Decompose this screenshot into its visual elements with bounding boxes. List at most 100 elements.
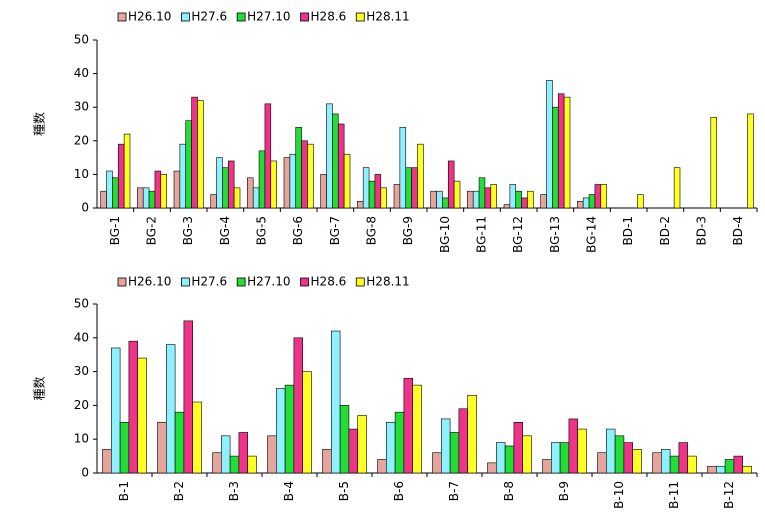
bar	[229, 455, 240, 474]
bar	[411, 167, 418, 209]
bar	[332, 113, 339, 209]
bar	[111, 347, 121, 474]
bar	[393, 184, 401, 209]
bar	[362, 167, 370, 209]
x-tick-label: BG-10	[438, 216, 452, 253]
bar	[487, 462, 497, 474]
bar	[707, 465, 717, 474]
x-tick-label: B-3	[227, 481, 241, 501]
y-tick-label: 20	[74, 133, 89, 147]
bar	[484, 187, 492, 209]
legend-label: H28.6	[311, 275, 347, 289]
x-tick-label: B-7	[447, 481, 461, 501]
bar	[210, 194, 217, 209]
legend-label: H28.6	[311, 10, 347, 24]
bar	[430, 190, 437, 209]
y-tick-label: 30	[74, 100, 89, 114]
bar	[212, 452, 222, 474]
bar	[678, 442, 689, 474]
bar	[183, 320, 193, 474]
bar	[137, 357, 147, 474]
bar	[264, 103, 272, 209]
bar	[442, 197, 449, 209]
bar	[594, 184, 602, 209]
bar	[521, 197, 528, 209]
bar	[293, 337, 303, 474]
y-tick-label: 30	[74, 364, 89, 378]
bar	[348, 428, 358, 474]
bar	[154, 170, 162, 209]
bar	[128, 340, 138, 474]
bar	[343, 153, 351, 209]
bar	[522, 435, 532, 474]
bar	[233, 187, 241, 209]
x-tick-label: BG-5	[255, 216, 269, 245]
bar	[527, 190, 534, 209]
bar	[173, 170, 181, 209]
bar	[660, 449, 671, 474]
legend-label: H28.11	[366, 275, 409, 289]
x-tick-label: B-6	[392, 481, 406, 501]
bar	[550, 442, 561, 474]
bar	[540, 194, 547, 209]
bar	[715, 465, 726, 474]
bar	[503, 204, 511, 209]
x-tick-label: BG-9	[401, 216, 415, 245]
legend-swatch	[300, 277, 309, 287]
bar	[577, 200, 584, 209]
x-tick-label: B-5	[337, 481, 351, 501]
bar	[368, 180, 376, 209]
bar	[588, 194, 596, 209]
y-tick-label: 50	[74, 33, 89, 47]
bar	[117, 143, 125, 209]
x-tick-label: BG-3	[181, 216, 195, 245]
x-tick-label: BG-6	[291, 216, 305, 245]
bar	[515, 190, 522, 209]
x-tick-label: BD-4	[731, 216, 745, 245]
bar	[733, 455, 744, 474]
bar	[258, 150, 266, 209]
bar	[339, 405, 350, 474]
bar	[563, 96, 571, 209]
bar	[449, 432, 460, 474]
bar	[302, 371, 312, 474]
bar	[326, 103, 333, 209]
bar	[432, 452, 442, 474]
bar	[458, 408, 468, 474]
bar	[380, 187, 387, 209]
y-tick-label: 50	[74, 297, 89, 311]
bar	[307, 143, 314, 209]
bar	[623, 442, 634, 474]
legend-swatch	[355, 12, 365, 22]
x-tick-label: BG-7	[328, 216, 342, 245]
bar	[377, 459, 387, 474]
bar	[357, 200, 364, 209]
legend-swatch	[180, 12, 190, 22]
bar	[403, 378, 413, 474]
bar	[447, 160, 455, 209]
bar	[742, 465, 752, 474]
bar	[112, 177, 119, 209]
legend-label: H26.10	[128, 275, 171, 289]
bar	[100, 190, 107, 209]
bar	[687, 455, 697, 474]
bar	[330, 330, 341, 474]
legend-label: H26.10	[128, 10, 171, 24]
y-tick-label: 10	[74, 167, 89, 181]
bar	[247, 177, 254, 209]
bar	[357, 415, 367, 474]
x-tick-label: BG-12	[511, 216, 525, 253]
bar	[509, 184, 517, 209]
bar	[605, 428, 616, 474]
legend-label: H27.6	[191, 10, 227, 24]
legend-swatch	[236, 277, 246, 287]
bar	[632, 449, 642, 474]
bar	[405, 167, 412, 209]
x-tick-label: BG-2	[145, 216, 159, 245]
bar	[710, 116, 717, 209]
bar	[166, 344, 176, 474]
bar	[542, 459, 552, 474]
bar	[192, 401, 202, 474]
bar	[137, 187, 144, 209]
bar	[440, 418, 451, 474]
